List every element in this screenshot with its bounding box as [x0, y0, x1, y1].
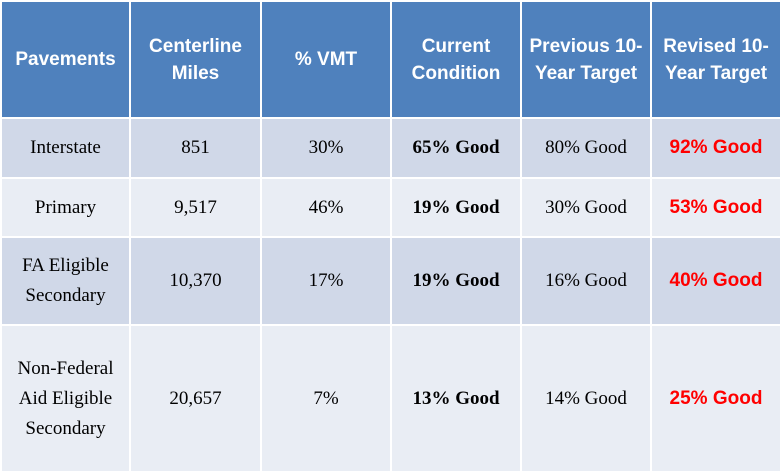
table-row: Interstate 851 30% 65% Good 80% Good 92%…: [0, 117, 780, 179]
cell-revised-target: 40% Good: [650, 236, 780, 326]
table-row: Non-Federal Aid Eligible Secondary 20,65…: [0, 324, 780, 473]
cell-vmt: 7%: [260, 324, 392, 473]
cell-pavement: Non-Federal Aid Eligible Secondary: [0, 324, 131, 473]
cell-previous-target: 16% Good: [520, 236, 652, 326]
cell-miles: 10,370: [129, 236, 262, 326]
cell-current-condition: 19% Good: [390, 236, 522, 326]
header-current-condition: Current Condition: [390, 0, 522, 119]
cell-revised-target: 25% Good: [650, 324, 780, 473]
table-header: Pavements Centerline Miles % VMT Current…: [0, 0, 780, 119]
cell-previous-target: 80% Good: [520, 117, 652, 179]
header-pavements: Pavements: [0, 0, 131, 119]
cell-vmt: 17%: [260, 236, 392, 326]
header-row: Pavements Centerline Miles % VMT Current…: [0, 0, 780, 119]
cell-vmt: 46%: [260, 177, 392, 238]
cell-current-condition: 19% Good: [390, 177, 522, 238]
cell-vmt: 30%: [260, 117, 392, 179]
cell-pavement: FA Eligible Secondary: [0, 236, 131, 326]
header-previous-target: Previous 10-Year Target: [520, 0, 652, 119]
table-row: FA Eligible Secondary 10,370 17% 19% Goo…: [0, 236, 780, 326]
header-centerline-miles: Centerline Miles: [129, 0, 262, 119]
cell-revised-target: 53% Good: [650, 177, 780, 238]
cell-current-condition: 65% Good: [390, 117, 522, 179]
cell-miles: 9,517: [129, 177, 262, 238]
cell-miles: 20,657: [129, 324, 262, 473]
table-row: Primary 9,517 46% 19% Good 30% Good 53% …: [0, 177, 780, 238]
cell-pavement: Interstate: [0, 117, 131, 179]
header-revised-target: Revised 10-Year Target: [650, 0, 780, 119]
cell-revised-target: 92% Good: [650, 117, 780, 179]
header-pct-vmt: % VMT: [260, 0, 392, 119]
cell-current-condition: 13% Good: [390, 324, 522, 473]
cell-miles: 851: [129, 117, 262, 179]
table-body: Interstate 851 30% 65% Good 80% Good 92%…: [0, 117, 780, 473]
cell-pavement: Primary: [0, 177, 131, 238]
cell-previous-target: 30% Good: [520, 177, 652, 238]
cell-previous-target: 14% Good: [520, 324, 652, 473]
